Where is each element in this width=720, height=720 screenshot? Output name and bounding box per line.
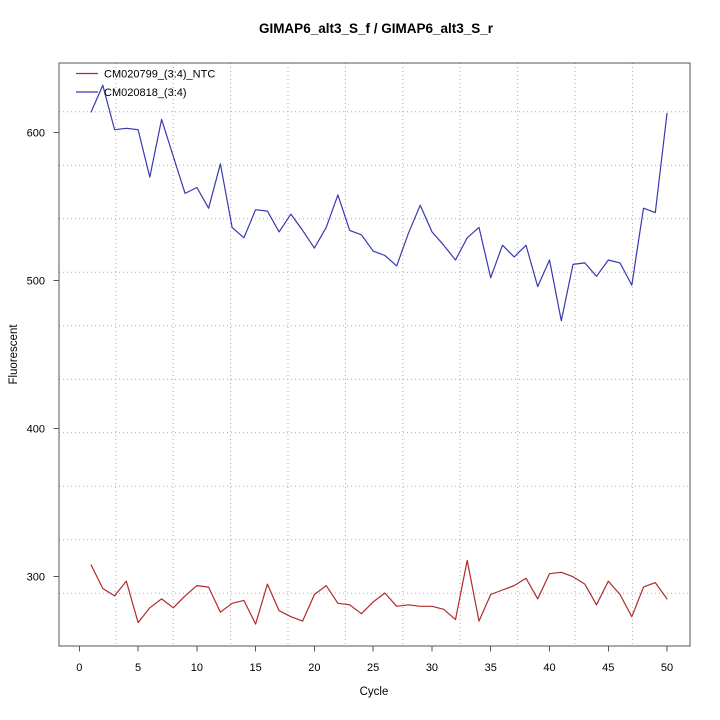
series-line-ntc-red — [90, 559, 668, 625]
y-tick-label: 600 — [27, 128, 45, 140]
y-tick-label: 400 — [27, 424, 45, 436]
y-tick-label: 300 — [27, 572, 45, 584]
series-layer — [90, 84, 668, 625]
x-tick-label: 45 — [602, 662, 614, 674]
grid-layer — [59, 63, 690, 646]
axis-layer: 0 5 10 15 20 25 30 35 40 45 50 300 400 500 600 — [27, 62, 691, 674]
x-tick-label: 20 — [308, 662, 320, 674]
legend-layer: CM020799_(3:4)_NTC CM020818_(3:4) — [76, 69, 215, 99]
y-tick-label: 500 — [27, 276, 45, 288]
x-tick-label: 15 — [250, 662, 262, 674]
legend-entry-label: CM020818_(3:4) — [104, 87, 187, 99]
series-line-sample-blue — [90, 84, 668, 322]
x-tick-label: 30 — [426, 662, 438, 674]
x-axis-label: Cycle — [360, 686, 389, 698]
x-tick-label: 25 — [367, 662, 379, 674]
x-tick-label: 10 — [191, 662, 203, 674]
chart-title: GIMAP6_alt3_S_f / GIMAP6_alt3_S_r — [259, 21, 494, 36]
x-tick-label: 40 — [543, 662, 555, 674]
legend-entry-label: CM020799_(3:4)_NTC — [104, 69, 215, 81]
x-tick-label: 0 — [76, 662, 82, 674]
plot-box — [58, 62, 691, 647]
x-tick-label: 5 — [135, 662, 141, 674]
x-tick-label: 35 — [485, 662, 497, 674]
x-tick-label: 50 — [661, 662, 673, 674]
y-axis-label: Fluorescent — [8, 324, 20, 385]
